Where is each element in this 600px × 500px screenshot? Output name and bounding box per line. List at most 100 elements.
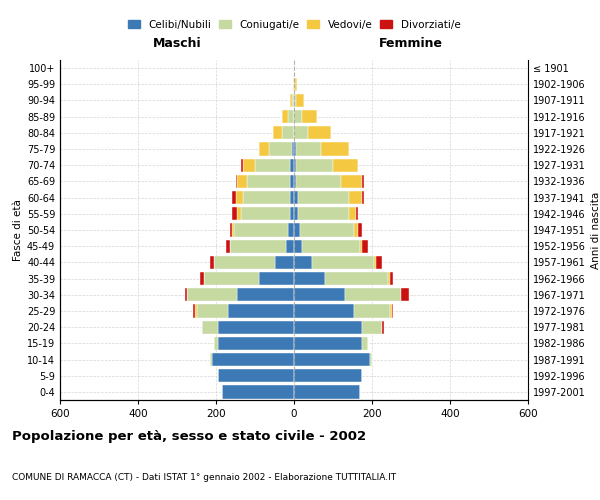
Bar — [389, 272, 394, 285]
Bar — [185, 288, 187, 302]
Bar — [259, 272, 294, 285]
Bar — [218, 320, 294, 334]
Text: COMUNE DI RAMACCA (CT) - Dati ISTAT 1° gennaio 2002 - Elaborazione TUTTITALIA.IT: COMUNE DI RAMACCA (CT) - Dati ISTAT 1° g… — [12, 473, 396, 482]
Bar — [292, 142, 294, 156]
Bar — [356, 207, 358, 220]
Bar — [290, 175, 294, 188]
Bar — [230, 224, 232, 236]
Bar — [210, 256, 214, 269]
Bar — [294, 191, 298, 204]
Bar — [294, 256, 311, 269]
Bar — [362, 336, 368, 350]
Bar — [349, 207, 356, 220]
Bar — [235, 175, 238, 188]
Bar — [193, 304, 194, 318]
Bar — [210, 353, 212, 366]
Bar — [282, 110, 288, 124]
Bar — [341, 175, 362, 188]
Bar — [194, 304, 197, 318]
Bar — [187, 288, 238, 302]
Bar — [358, 224, 362, 236]
Bar — [355, 304, 389, 318]
Bar — [392, 304, 394, 318]
Bar — [286, 240, 294, 253]
Bar — [349, 191, 362, 204]
Bar — [244, 158, 255, 172]
Bar — [226, 240, 230, 253]
Text: Femmine: Femmine — [379, 38, 443, 51]
Bar — [238, 288, 294, 302]
Bar — [382, 320, 384, 334]
Text: Maschi: Maschi — [152, 38, 202, 51]
Bar — [294, 288, 344, 302]
Bar — [218, 369, 294, 382]
Bar — [200, 272, 204, 285]
Bar — [290, 94, 292, 107]
Bar — [255, 158, 290, 172]
Bar — [202, 320, 218, 334]
Bar — [298, 191, 349, 204]
Bar — [288, 224, 294, 236]
Bar — [290, 207, 294, 220]
Bar — [233, 224, 288, 236]
Bar — [247, 175, 290, 188]
Bar — [360, 240, 362, 253]
Bar — [294, 304, 355, 318]
Bar — [362, 175, 364, 188]
Bar — [218, 336, 294, 350]
Bar — [389, 304, 392, 318]
Bar — [294, 240, 302, 253]
Bar — [238, 207, 241, 220]
Bar — [272, 126, 283, 140]
Bar — [376, 256, 382, 269]
Bar — [388, 272, 389, 285]
Bar — [204, 272, 259, 285]
Bar — [228, 304, 294, 318]
Bar — [283, 126, 294, 140]
Bar — [232, 207, 238, 220]
Bar — [197, 304, 228, 318]
Bar — [296, 175, 341, 188]
Bar — [362, 320, 382, 334]
Bar — [238, 175, 247, 188]
Bar — [294, 175, 296, 188]
Bar — [370, 353, 372, 366]
Bar — [269, 142, 292, 156]
Bar — [325, 272, 388, 285]
Bar — [322, 142, 349, 156]
Bar — [288, 110, 294, 124]
Legend: Celibi/Nubili, Coniugati/e, Vedovi/e, Divorziati/e: Celibi/Nubili, Coniugati/e, Vedovi/e, Di… — [125, 18, 463, 32]
Bar — [235, 191, 244, 204]
Bar — [212, 353, 294, 366]
Bar — [232, 224, 233, 236]
Bar — [232, 191, 235, 204]
Bar — [294, 94, 296, 107]
Bar — [374, 256, 376, 269]
Bar — [294, 336, 362, 350]
Bar — [294, 224, 300, 236]
Bar — [295, 78, 297, 91]
Bar — [294, 207, 298, 220]
Bar — [214, 256, 275, 269]
Bar — [294, 369, 362, 382]
Bar — [302, 240, 360, 253]
Text: Popolazione per età, sesso e stato civile - 2002: Popolazione per età, sesso e stato civil… — [12, 430, 366, 443]
Bar — [259, 142, 269, 156]
Bar — [222, 386, 294, 398]
Bar — [296, 94, 304, 107]
Bar — [294, 386, 360, 398]
Bar — [294, 142, 296, 156]
Bar — [296, 142, 322, 156]
Bar — [290, 191, 294, 204]
Bar — [311, 256, 374, 269]
Bar — [355, 224, 358, 236]
Y-axis label: Fasce di età: Fasce di età — [13, 199, 23, 261]
Bar — [275, 256, 294, 269]
Bar — [294, 353, 370, 366]
Bar — [241, 158, 244, 172]
Bar — [294, 126, 308, 140]
Bar — [294, 78, 295, 91]
Bar — [230, 240, 286, 253]
Bar — [362, 191, 364, 204]
Bar — [333, 158, 358, 172]
